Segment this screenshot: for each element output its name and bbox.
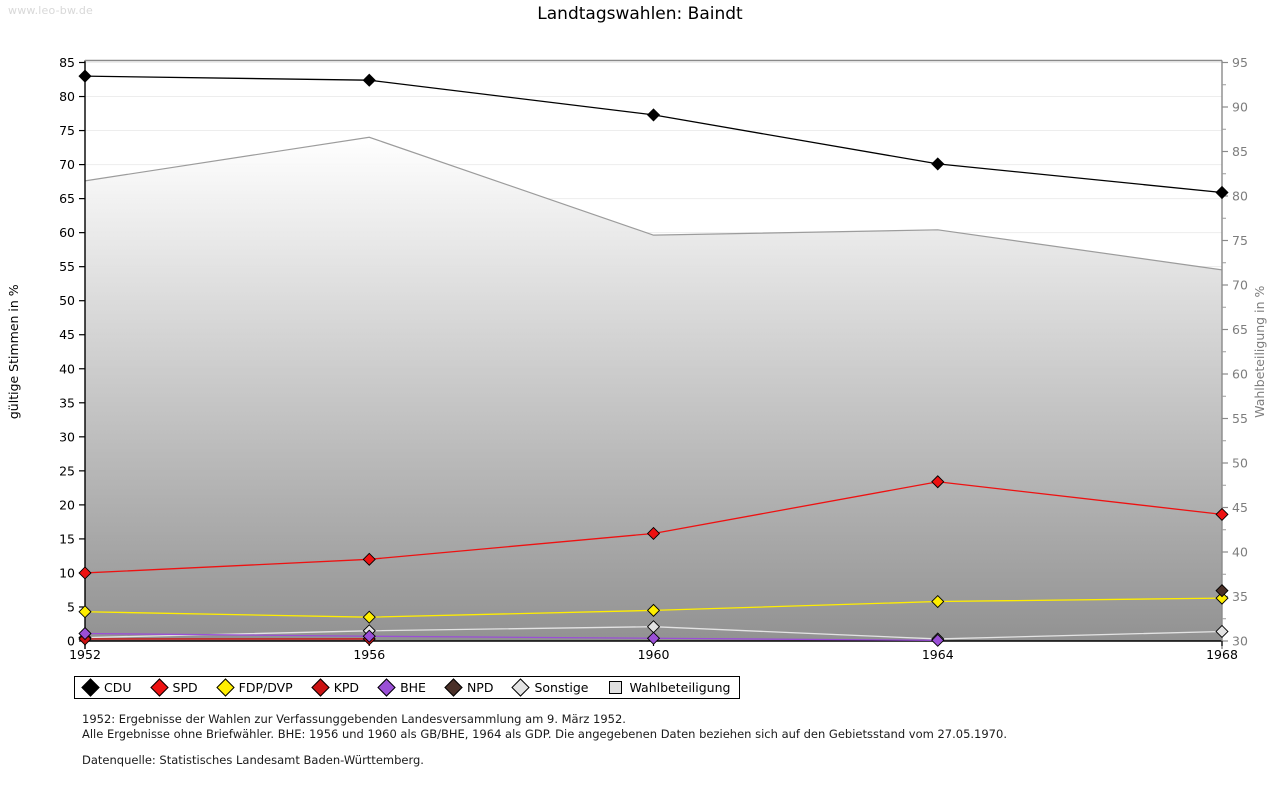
svg-text:0: 0 — [67, 634, 75, 649]
svg-text:55: 55 — [1232, 411, 1248, 426]
diamond-marker-icon — [511, 678, 531, 697]
svg-text:15: 15 — [59, 531, 75, 546]
svg-text:30: 30 — [1232, 634, 1248, 649]
svg-text:1964: 1964 — [922, 647, 954, 662]
legend-item-label: Sonstige — [534, 680, 589, 695]
svg-text:65: 65 — [1232, 322, 1248, 337]
svg-text:gültige Stimmen in %: gültige Stimmen in % — [6, 284, 21, 419]
legend-item-sonstige[interactable]: Sonstige — [511, 678, 589, 697]
svg-text:1952: 1952 — [69, 647, 101, 662]
diamond-marker-icon — [81, 678, 100, 697]
svg-text:35: 35 — [1232, 589, 1248, 604]
svg-text:75: 75 — [1232, 233, 1248, 248]
legend-item-label: BHE — [400, 680, 426, 695]
legend-item-bhe[interactable]: BHE — [377, 678, 426, 697]
svg-text:50: 50 — [1232, 456, 1248, 471]
svg-text:10: 10 — [59, 565, 75, 580]
svg-text:85: 85 — [59, 55, 75, 70]
legend-item-label: CDU — [104, 680, 132, 695]
diamond-marker-icon — [215, 678, 235, 697]
svg-text:45: 45 — [59, 327, 75, 342]
series-lines — [78, 69, 1229, 647]
legend-item-label: KPD — [333, 680, 360, 695]
svg-text:60: 60 — [1232, 367, 1248, 382]
svg-text:70: 70 — [1232, 278, 1248, 293]
svg-text:1968: 1968 — [1206, 647, 1238, 662]
legend-item-fdp-dvp[interactable]: FDP/DVP — [215, 678, 293, 697]
diamond-marker-icon — [310, 678, 330, 697]
svg-text:45: 45 — [1232, 500, 1248, 515]
svg-text:1960: 1960 — [638, 647, 670, 662]
svg-text:35: 35 — [59, 395, 75, 410]
svg-text:80: 80 — [1232, 189, 1248, 204]
legend-item-label: SPD — [172, 680, 198, 695]
svg-text:Wahlbeteiligung in %: Wahlbeteiligung in % — [1252, 286, 1267, 418]
svg-text:65: 65 — [59, 191, 75, 206]
svg-text:95: 95 — [1232, 55, 1248, 70]
legend-item-label: Wahlbeteiligung — [629, 680, 731, 695]
watermark: www.leo-bw.de — [8, 4, 94, 17]
svg-text:75: 75 — [59, 123, 75, 138]
svg-text:1956: 1956 — [353, 647, 385, 662]
legend-item-wahlbeteiligung[interactable]: Wahlbeteiligung — [609, 680, 730, 695]
legend-item-npd[interactable]: NPD — [444, 678, 494, 697]
svg-text:70: 70 — [59, 157, 75, 172]
legend-item-spd[interactable]: SPD — [149, 678, 198, 697]
svg-text:30: 30 — [59, 429, 75, 444]
footnote-line-2: Alle Ergebnisse ohne Briefwähler. BHE: 1… — [82, 727, 1007, 741]
page-title: Landtagswahlen: Baindt — [537, 4, 743, 24]
svg-text:50: 50 — [59, 293, 75, 308]
svg-text:20: 20 — [59, 497, 75, 512]
square-marker-icon — [609, 681, 623, 694]
svg-text:80: 80 — [59, 89, 75, 104]
diamond-marker-icon — [444, 678, 463, 697]
legend-item-cdu[interactable]: CDU — [81, 678, 132, 697]
legend-item-label: NPD — [466, 680, 494, 695]
axis-labels: 0 5 10 15 20 25 30 35 40 45 50 55 60 65 70 75 80 85 30 35 40… — [6, 55, 1267, 662]
svg-text:40: 40 — [1232, 545, 1248, 560]
chart-legend: CDU SPD FDP/DVP KPD BHE NPD Sonstige Wahlbeteil… — [74, 676, 741, 699]
svg-text:25: 25 — [59, 463, 75, 478]
diamond-marker-icon — [149, 678, 169, 697]
svg-text:85: 85 — [1232, 144, 1248, 159]
diamond-marker-icon — [377, 678, 396, 697]
svg-text:60: 60 — [59, 225, 75, 240]
svg-text:90: 90 — [1232, 100, 1248, 115]
svg-text:5: 5 — [67, 599, 75, 614]
wahlbeteiligung-area — [84, 136, 1223, 641]
footnote-source: Datenquelle: Statistisches Landesamt Bad… — [82, 753, 424, 767]
legend-item-kpd[interactable]: KPD — [310, 678, 360, 697]
legend-item-label: FDP/DVP — [238, 680, 293, 695]
svg-text:55: 55 — [59, 259, 75, 274]
svg-text:40: 40 — [59, 361, 75, 376]
footnote-line-1: 1952: Ergebnisse der Wahlen zur Verfassu… — [82, 712, 626, 726]
